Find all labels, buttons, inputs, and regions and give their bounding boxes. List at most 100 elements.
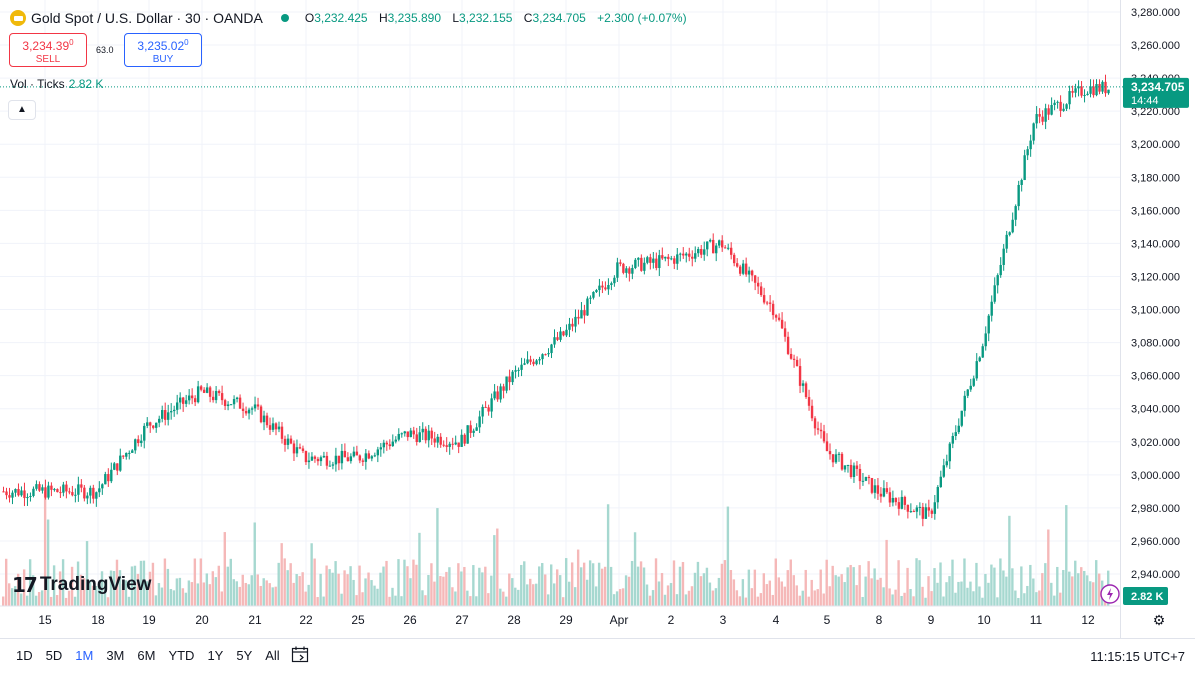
candle-body (622, 263, 625, 273)
range-1y[interactable]: 1Y (207, 648, 224, 663)
price-axis-label: 3,120.000 (1131, 271, 1180, 283)
volume-bar (517, 589, 520, 606)
volume-bar (520, 564, 523, 606)
time-axis-label: 9 (928, 613, 935, 627)
volume-bar (442, 576, 445, 606)
price-axis-label: 3,000.000 (1131, 470, 1180, 482)
candle-body (951, 435, 954, 444)
buy-button[interactable]: 3,235.020 BUY (124, 33, 202, 67)
volume-bar (388, 596, 391, 606)
candle-body (876, 485, 880, 494)
volume-bar (1056, 566, 1059, 606)
candle-body (700, 248, 703, 255)
candle-body (199, 386, 203, 390)
range-1m[interactable]: 1M (75, 648, 94, 663)
volume-bar (379, 572, 382, 606)
volume-bar (861, 596, 864, 606)
range-1d[interactable]: 1D (16, 648, 33, 663)
candle-body (709, 239, 712, 242)
candle-body (259, 406, 263, 423)
volume-bar (514, 587, 517, 606)
time-axis-label: 26 (403, 613, 417, 627)
candle-body (897, 502, 901, 509)
volume-bar (1077, 573, 1080, 606)
candle-body (529, 359, 532, 362)
candle-body (113, 463, 116, 470)
volume-bar (322, 596, 325, 606)
candle-body (664, 256, 667, 259)
volume-bar (609, 566, 613, 606)
volume-bar (936, 582, 939, 606)
candle-body (861, 480, 865, 482)
range-6m[interactable]: 6M (137, 648, 156, 663)
candle-body (610, 283, 613, 286)
volume-bar (469, 596, 472, 606)
range-3m[interactable]: 3M (106, 648, 125, 663)
candle-body (53, 489, 56, 491)
volume-bar (316, 597, 319, 606)
candle-body (193, 398, 197, 403)
volume-bar (567, 581, 571, 606)
chevron-up-icon[interactable]: ▲ (8, 100, 36, 120)
volume-bar (906, 567, 909, 606)
range-all[interactable]: All (265, 648, 280, 663)
candle-body (721, 240, 724, 248)
sell-button[interactable]: 3,234.390 SELL (9, 33, 87, 67)
volume-bar (570, 562, 574, 606)
volume-bar (193, 558, 197, 606)
candle-body (155, 422, 158, 428)
candle-body (535, 360, 538, 365)
clock[interactable]: 11:15:15 UTC+7 (1090, 649, 1185, 664)
range-5y[interactable]: 5Y (236, 648, 253, 663)
volume-indicator-legend[interactable]: Vol · Ticks 2.82 K (10, 77, 103, 91)
candle-body (676, 254, 679, 264)
candle-body (244, 410, 248, 414)
candle-body (807, 397, 811, 406)
volume-bar (825, 559, 828, 606)
candle-body (1029, 140, 1032, 150)
candle-body (131, 450, 134, 453)
range-ytd[interactable]: YTD (168, 648, 195, 663)
volume-bar (208, 584, 212, 606)
time-axis-label: 11 (1030, 613, 1043, 627)
candle-body (286, 438, 290, 445)
candle-body (101, 484, 104, 489)
candle-body (1107, 89, 1110, 94)
volume-bar (235, 581, 238, 606)
volume-bar (76, 561, 80, 606)
volume-bar (1044, 563, 1047, 606)
volume-bar (735, 590, 739, 606)
range-5d[interactable]: 5D (45, 648, 63, 663)
volume-bar (759, 593, 763, 606)
volume-bar (876, 579, 879, 606)
calendar-icon[interactable] (291, 646, 309, 663)
candle-body (849, 464, 853, 478)
candle-body (712, 239, 715, 254)
candle-body (484, 406, 487, 408)
volume-bar (678, 566, 682, 606)
candle-body (283, 438, 287, 445)
volume-bar (265, 580, 268, 606)
candle-body (726, 247, 730, 249)
volume-indicator-value: 2.82 K (68, 77, 104, 91)
candle-body (514, 370, 517, 372)
volume-bar (175, 578, 179, 606)
candle-body (56, 489, 59, 493)
volume-bar (277, 562, 280, 606)
gear-icon[interactable]: ⚙ (1152, 612, 1166, 628)
candle-body (852, 465, 856, 478)
volume-bar (343, 570, 346, 606)
candle-body (762, 295, 766, 303)
price-chart[interactable]: 3,280.0003,260.0003,240.0003,220.0003,20… (0, 0, 1195, 638)
volume-bar (1068, 571, 1071, 606)
candle-body (936, 487, 940, 503)
volume-bar (753, 569, 757, 606)
volume-bar (31, 575, 35, 606)
volume-bar (229, 558, 232, 606)
candle-body (29, 495, 32, 497)
symbol-title[interactable]: Gold Spot / U.S. Dollar · 30 · OANDA (31, 10, 263, 26)
candle-body (771, 303, 775, 316)
volume-bar (600, 568, 604, 606)
volume-bar (729, 570, 733, 606)
volume-bar (496, 528, 499, 606)
